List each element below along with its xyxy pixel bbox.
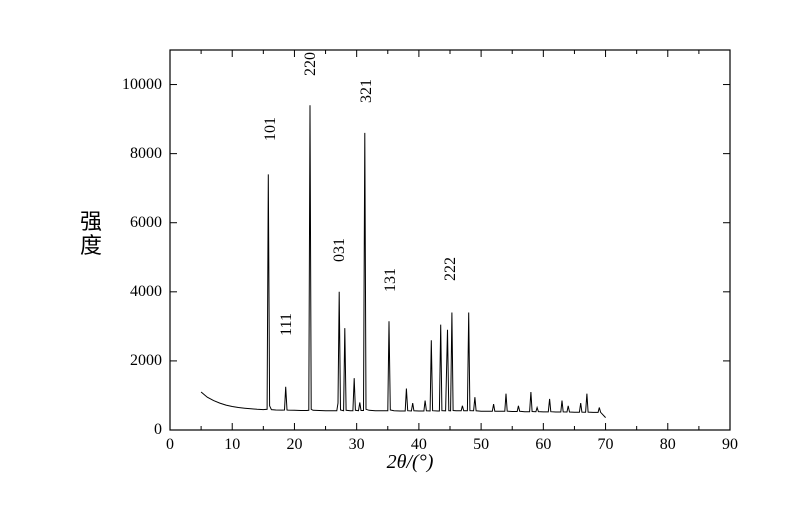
x-axis-label: 2θ/(°) (387, 451, 434, 474)
y-tick-label: 4000 (130, 283, 162, 301)
y-tick-label: 8000 (130, 145, 162, 163)
page-root: 强 度 2θ/(°) 0 10 20 30 40 50 60 70 80 90 0 2000 4000 6… (0, 0, 800, 524)
peak-label: 222 (442, 257, 460, 281)
x-tick-label: 80 (660, 436, 676, 454)
peak-label: 111 (278, 313, 296, 336)
y-axis-label-char2: 度 (80, 234, 102, 258)
x-tick-label: 10 (224, 436, 240, 454)
y-tick-label: 6000 (130, 214, 162, 232)
x-tick-label: 90 (722, 436, 738, 454)
peak-label: 131 (382, 268, 400, 292)
chart-svg (60, 40, 760, 480)
x-tick-label: 20 (286, 436, 302, 454)
y-tick-label: 10000 (122, 76, 162, 94)
y-axis-label: 强 度 (80, 210, 102, 258)
x-tick-label: 70 (598, 436, 614, 454)
peak-label: 031 (331, 238, 349, 262)
y-axis-label-char1: 强 (80, 210, 102, 234)
x-tick-label: 0 (166, 436, 174, 454)
peak-label: 220 (302, 52, 320, 76)
xrd-chart: 强 度 2θ/(°) 0 10 20 30 40 50 60 70 80 90 0 2000 4000 6… (60, 40, 760, 480)
x-tick-label: 40 (411, 436, 427, 454)
x-tick-label: 60 (535, 436, 551, 454)
y-tick-label: 0 (154, 421, 162, 439)
y-tick-label: 2000 (130, 352, 162, 370)
peak-label: 101 (262, 117, 280, 141)
x-tick-label: 50 (473, 436, 489, 454)
x-tick-label: 30 (349, 436, 365, 454)
peak-label: 321 (358, 79, 376, 103)
